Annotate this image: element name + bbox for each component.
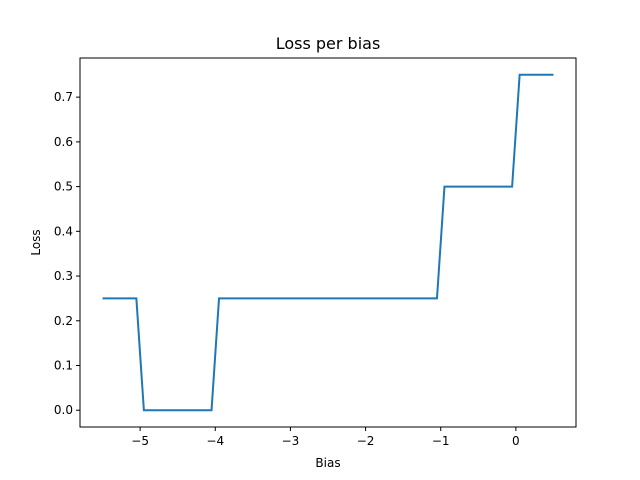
- x-tick-label: −1: [432, 434, 450, 448]
- x-tick-label: −3: [282, 434, 300, 448]
- y-tick-label: 0.4: [54, 224, 73, 238]
- y-tick-label: 0.5: [54, 180, 73, 194]
- x-tick-label: −4: [206, 434, 224, 448]
- x-tick-label: 0: [512, 434, 520, 448]
- x-tick-label: −5: [131, 434, 149, 448]
- axis-ticks: −5 −4 −3 −2 −1 0 0.0 0.1 0.2 0.3 0.4 0.5 0.6 0.7: [54, 90, 520, 448]
- series-group: [102, 73, 554, 412]
- y-tick-label: 0.7: [54, 90, 73, 104]
- y-tick-label: 0.3: [54, 269, 73, 283]
- y-tick-label: 0.1: [54, 359, 73, 373]
- x-tick-label: −2: [357, 434, 375, 448]
- y-tick-label: 0.6: [54, 135, 73, 149]
- y-tick-label: 0.0: [54, 403, 73, 417]
- axes-frame: [79, 57, 577, 428]
- loss-series-line: [102, 73, 554, 412]
- x-axis-label: Bias: [315, 456, 340, 470]
- chart-title: Loss per bias: [276, 34, 381, 53]
- y-tick-label: 0.2: [54, 314, 73, 328]
- y-axis-label: Loss: [29, 229, 43, 255]
